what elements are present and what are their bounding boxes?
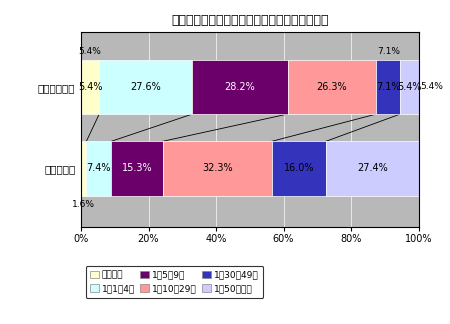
Title: パケット定額制加入・非加入者のメール受信数: パケット定額制加入・非加入者のメール受信数 xyxy=(171,14,328,27)
Bar xyxy=(400,60,418,114)
Text: 5.4%: 5.4% xyxy=(397,82,422,92)
Text: 32.3%: 32.3% xyxy=(202,164,233,173)
Text: 26.3%: 26.3% xyxy=(317,82,347,92)
Bar xyxy=(81,60,99,114)
Text: 1.6%: 1.6% xyxy=(72,200,95,209)
Bar xyxy=(376,60,400,114)
Bar xyxy=(163,141,272,196)
Text: 5.4%: 5.4% xyxy=(79,47,102,56)
Text: 5.4%: 5.4% xyxy=(78,82,102,92)
Text: 7.1%: 7.1% xyxy=(377,47,400,56)
Text: 7.1%: 7.1% xyxy=(376,82,400,92)
Text: 7.4%: 7.4% xyxy=(87,164,111,173)
Bar xyxy=(326,141,419,196)
Text: 28.2%: 28.2% xyxy=(225,82,255,92)
Text: 16.0%: 16.0% xyxy=(284,164,314,173)
Bar xyxy=(112,141,163,196)
Text: 15.3%: 15.3% xyxy=(122,164,153,173)
Bar xyxy=(86,141,112,196)
Text: 27.4%: 27.4% xyxy=(357,164,387,173)
Legend: 週に数通, 1日1〜4通, 1日5〜9通, 1日10〜29通, 1日30〜49通, 1日50通以上: 週に数通, 1日1〜4通, 1日5〜9通, 1日10〜29通, 1日30〜49通… xyxy=(86,266,263,298)
Bar xyxy=(272,141,326,196)
Bar xyxy=(288,60,376,114)
Text: 5.4%: 5.4% xyxy=(420,82,443,91)
Bar xyxy=(81,141,86,196)
Bar xyxy=(99,60,193,114)
Bar xyxy=(193,60,288,114)
Text: 27.6%: 27.6% xyxy=(130,82,161,92)
